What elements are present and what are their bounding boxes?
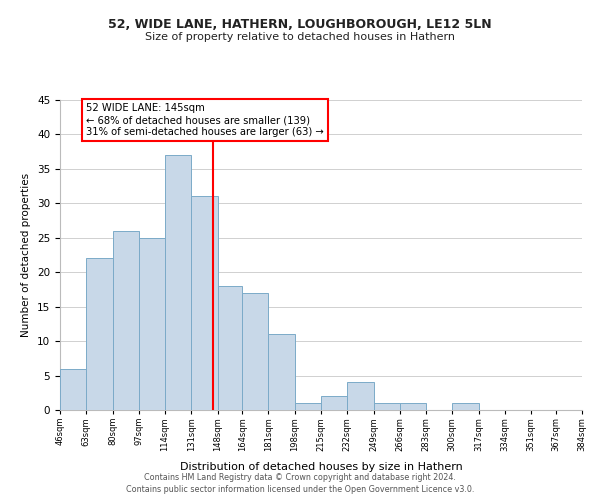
Text: 52, WIDE LANE, HATHERN, LOUGHBOROUGH, LE12 5LN: 52, WIDE LANE, HATHERN, LOUGHBOROUGH, LE… bbox=[108, 18, 492, 30]
Bar bbox=[400, 403, 426, 410]
Bar bbox=[113, 231, 139, 410]
Bar bbox=[268, 334, 295, 410]
Bar bbox=[218, 286, 242, 410]
X-axis label: Distribution of detached houses by size in Hathern: Distribution of detached houses by size … bbox=[179, 462, 463, 472]
Bar bbox=[60, 368, 86, 410]
Bar bbox=[165, 155, 191, 410]
Bar bbox=[374, 403, 400, 410]
Bar bbox=[191, 196, 218, 410]
Text: Contains HM Land Registry data © Crown copyright and database right 2024.: Contains HM Land Registry data © Crown c… bbox=[144, 472, 456, 482]
Bar bbox=[295, 403, 321, 410]
Bar bbox=[321, 396, 347, 410]
Text: Size of property relative to detached houses in Hathern: Size of property relative to detached ho… bbox=[145, 32, 455, 42]
Bar bbox=[86, 258, 113, 410]
Y-axis label: Number of detached properties: Number of detached properties bbox=[22, 173, 31, 337]
Text: Contains public sector information licensed under the Open Government Licence v3: Contains public sector information licen… bbox=[126, 485, 474, 494]
Bar bbox=[347, 382, 374, 410]
Bar bbox=[139, 238, 165, 410]
Bar bbox=[452, 403, 479, 410]
Text: 52 WIDE LANE: 145sqm
← 68% of detached houses are smaller (139)
31% of semi-deta: 52 WIDE LANE: 145sqm ← 68% of detached h… bbox=[86, 104, 324, 136]
Bar bbox=[242, 293, 268, 410]
